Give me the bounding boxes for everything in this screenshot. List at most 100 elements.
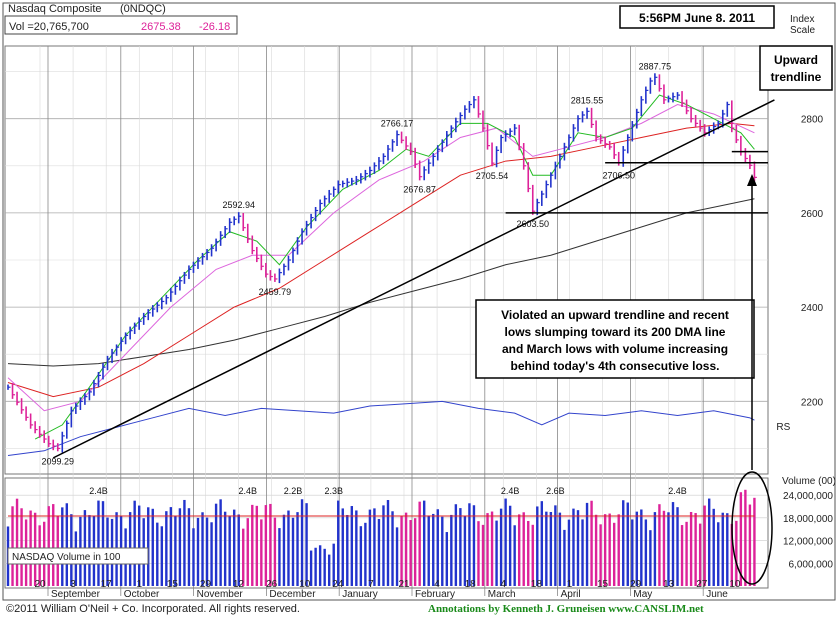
volume-bar xyxy=(590,500,593,586)
volume-bar xyxy=(373,508,376,586)
volume-bar xyxy=(228,516,231,586)
volume-bar xyxy=(318,545,322,586)
volume-bar xyxy=(490,511,494,586)
volume-bar xyxy=(640,509,643,586)
x-tick-label: 12 xyxy=(233,579,245,590)
volume-bar xyxy=(680,525,684,586)
volume-bar xyxy=(504,498,507,586)
volume-bar xyxy=(472,505,476,586)
volume-bar xyxy=(631,519,634,586)
month-label: September xyxy=(51,589,101,600)
month-label: January xyxy=(342,589,378,600)
rs-label: RS xyxy=(776,422,790,433)
x-tick-label: 29 xyxy=(200,579,212,590)
volume-bar xyxy=(753,497,756,586)
volume-bar xyxy=(608,513,611,586)
volume-bar xyxy=(658,504,661,586)
y-tick-label: 2800 xyxy=(801,115,824,126)
price-annotation: 2766.17 xyxy=(381,119,414,129)
volume-bar xyxy=(463,515,467,586)
x-tick-label: 7 xyxy=(368,579,374,590)
volume-bar xyxy=(712,508,715,586)
y-tick-label: 2600 xyxy=(801,209,824,220)
volume-peak-label: 2.4B xyxy=(239,486,258,496)
volume-peak-label: 2.4B xyxy=(89,486,108,496)
volume-bar xyxy=(192,528,195,586)
volume-bar xyxy=(432,513,435,586)
volume-bar xyxy=(735,520,738,586)
volume-bar xyxy=(364,522,367,586)
volume-bar xyxy=(739,492,743,586)
volume-bar xyxy=(61,507,64,586)
volume-bar xyxy=(282,514,286,586)
note-line-2: lows slumping toward its 200 DMA line xyxy=(505,325,726,339)
sma-50-line xyxy=(7,122,755,398)
volume-bar xyxy=(386,500,390,586)
volume-bar xyxy=(174,515,177,586)
volume-bar xyxy=(649,530,652,586)
volume-bar xyxy=(269,503,272,586)
volume-bar xyxy=(499,508,503,586)
volume-bar xyxy=(350,506,354,586)
volume-bar xyxy=(527,520,530,586)
price-annotation: 2459.79 xyxy=(259,287,292,297)
copyright: ©2011 William O'Neil + Co. Incorporated.… xyxy=(6,603,300,615)
volume-highlight-ellipse xyxy=(731,471,773,585)
x-tick-label: 10 xyxy=(729,579,741,590)
volume-bar xyxy=(513,525,516,586)
volume-bar xyxy=(508,505,512,586)
volume-bar xyxy=(436,509,439,586)
volume-bar xyxy=(481,524,485,586)
volume-bar xyxy=(359,526,363,586)
volume-bar xyxy=(522,512,525,586)
vol-price-box xyxy=(4,15,238,35)
volume-bar xyxy=(409,520,412,586)
volume-bar xyxy=(635,511,639,586)
volume-bar xyxy=(300,499,304,586)
moving-averages xyxy=(7,94,755,457)
x-tick-label: 24 xyxy=(332,579,344,590)
drawn-lines xyxy=(52,99,775,459)
price-annotation: 2706.50 xyxy=(602,171,635,181)
volume-bar xyxy=(327,554,331,586)
x-tick-label: 17 xyxy=(101,579,113,590)
volume-bar xyxy=(15,498,19,586)
x-tick-label: 20 xyxy=(34,579,46,590)
x-tick-label: 29 xyxy=(630,579,642,590)
volume-bar xyxy=(576,510,580,586)
price-annotation: 2815.55 xyxy=(571,95,604,105)
volume-bar xyxy=(101,501,105,586)
volume-bar xyxy=(314,547,317,586)
volume-axis-title: Volume (00) xyxy=(782,476,836,487)
volume-bar xyxy=(264,505,268,586)
note-callout-box xyxy=(475,299,755,379)
volume-peak-label: 2.2B xyxy=(284,486,303,496)
volume-bar xyxy=(368,509,372,586)
volume-bar xyxy=(685,521,688,586)
volume-bar xyxy=(676,507,679,586)
volume-bar xyxy=(305,503,308,586)
timestamp: 5:56PM June 8. 2011 xyxy=(639,11,755,25)
index-scale-label-2: Scale xyxy=(790,25,815,36)
volume-bar xyxy=(744,489,747,586)
volume-bars xyxy=(6,489,756,586)
x-tick-label: 13 xyxy=(663,579,675,590)
volume-legend-box xyxy=(7,547,149,565)
volume-bar xyxy=(554,505,557,586)
volume-bar xyxy=(196,517,200,586)
volume-bar xyxy=(459,508,462,586)
volume-bar xyxy=(133,500,136,586)
volume-bar xyxy=(260,519,263,586)
volume-bar xyxy=(572,508,575,586)
volume-tick-label: 24,000,000 xyxy=(783,491,833,502)
volume-bar xyxy=(237,514,240,586)
volume-bar xyxy=(273,517,277,586)
note-line-3: and March lows with volume increasing xyxy=(502,342,728,356)
volume-bar xyxy=(653,512,657,586)
volume-bar xyxy=(395,527,399,586)
volume-bar xyxy=(147,507,150,586)
x-tick-label: 10 xyxy=(299,579,311,590)
month-label: June xyxy=(706,589,728,600)
